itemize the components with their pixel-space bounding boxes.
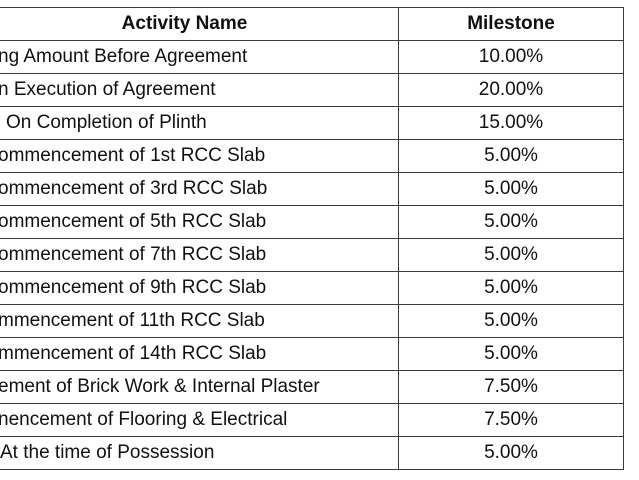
milestone-cell: 5.00% [398, 139, 624, 173]
table-row: ement of Brick Work & Internal Plaster 7… [0, 370, 624, 404]
activity-text: ommencement of 7th RCC Slab [0, 244, 267, 265]
activity-text: mmencement of 14th RCC Slab [0, 343, 267, 364]
activity-text: On Completion of Plinth [6, 112, 207, 133]
activity-text: ement of Brick Work & Internal Plaster [0, 376, 320, 397]
table-row: mmencement of 11th RCC Slab 5.00% [0, 304, 624, 338]
table-row: ommencement of 1st RCC Slab 5.00% [0, 139, 624, 173]
activity-text: n Execution of Agreement [0, 79, 216, 100]
table-row: ommencement of 3rd RCC Slab 5.00% [0, 172, 624, 206]
milestone-header: Milestone [398, 7, 624, 41]
table-row: ommencement of 7th RCC Slab 5.00% [0, 238, 624, 272]
activity-cell: ommencement of 1st RCC Slab [0, 139, 399, 173]
activity-text: ommencement of 5th RCC Slab [0, 211, 267, 232]
table-header-row: Activity Name Milestone [0, 7, 624, 41]
activity-cell: ement of Brick Work & Internal Plaster [0, 370, 399, 404]
activity-cell: ommencement of 5th RCC Slab [0, 205, 399, 239]
milestone-cell: 15.00% [398, 106, 624, 140]
activity-cell: mmencement of 11th RCC Slab [0, 304, 399, 338]
table-row: ng Amount Before Agreement 10.00% [0, 40, 624, 74]
table-row: On Completion of Plinth 15.00% [0, 106, 624, 140]
table-row: ommencement of 9th RCC Slab 5.00% [0, 271, 624, 305]
activity-cell: At the time of Possession [0, 436, 399, 470]
milestone-cell: 5.00% [398, 304, 624, 338]
activity-cell: n Execution of Agreement [0, 73, 399, 107]
activity-cell: mmencement of 14th RCC Slab [0, 337, 399, 371]
activity-cell: ommencement of 3rd RCC Slab [0, 172, 399, 206]
table-row: At the time of Possession 5.00% [0, 436, 624, 470]
milestone-cell: 5.00% [398, 337, 624, 371]
activity-cell: ommencement of 7th RCC Slab [0, 238, 399, 272]
table-row: nencement of Flooring & Electrical 7.50% [0, 403, 624, 437]
milestone-cell: 20.00% [398, 73, 624, 107]
activity-text: ommencement of 9th RCC Slab [0, 277, 267, 298]
milestone-cell: 5.00% [398, 271, 624, 305]
activity-text: nencement of Flooring & Electrical [0, 409, 288, 430]
table-row: ommencement of 5th RCC Slab 5.00% [0, 205, 624, 239]
activity-name-header: Activity Name [0, 7, 399, 41]
table-row: mmencement of 14th RCC Slab 5.00% [0, 337, 624, 371]
payment-schedule-table: Activity Name Milestone ng Amount Before… [0, 7, 624, 470]
table-body: ng Amount Before Agreement 10.00% n Exec… [0, 40, 624, 470]
activity-text: ommencement of 3rd RCC Slab [0, 178, 268, 199]
milestone-cell: 5.00% [398, 238, 624, 272]
activity-text: ng Amount Before Agreement [0, 46, 248, 67]
activity-cell: On Completion of Plinth [0, 106, 399, 140]
activity-text: mmencement of 11th RCC Slab [0, 310, 265, 331]
milestone-cell: 7.50% [398, 403, 624, 437]
activity-cell: nencement of Flooring & Electrical [0, 403, 399, 437]
activity-text: ommencement of 1st RCC Slab [0, 145, 266, 166]
activity-text: At the time of Possession [0, 442, 215, 463]
milestone-cell: 5.00% [398, 172, 624, 206]
milestone-cell: 10.00% [398, 40, 624, 74]
milestone-cell: 7.50% [398, 370, 624, 404]
table-row: n Execution of Agreement 20.00% [0, 73, 624, 107]
activity-cell: ommencement of 9th RCC Slab [0, 271, 399, 305]
milestone-cell: 5.00% [398, 436, 624, 470]
milestone-cell: 5.00% [398, 205, 624, 239]
activity-cell: ng Amount Before Agreement [0, 40, 399, 74]
